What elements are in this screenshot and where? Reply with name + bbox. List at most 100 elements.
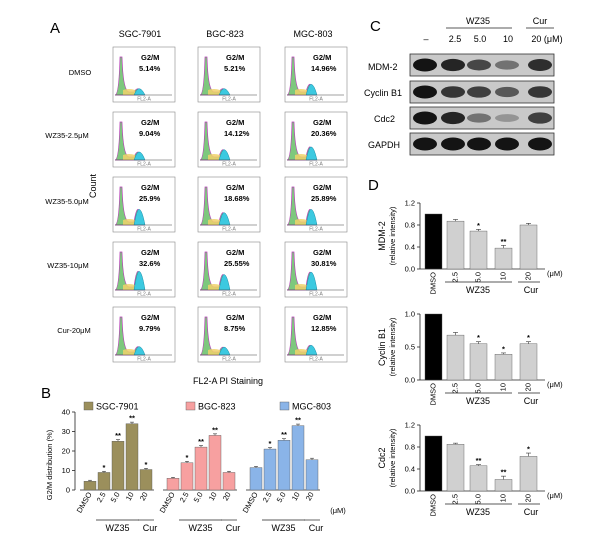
wz35-label: WZ35 [466, 285, 490, 295]
y-tick-label: 0.4 [405, 243, 415, 252]
western-blot [409, 53, 555, 156]
g2m-percent: 5.14% [139, 64, 161, 73]
significance-mark: ** [476, 456, 482, 465]
wz35-label: WZ35 [105, 523, 129, 533]
y-axis-sublabel: (relative intensity) [388, 428, 397, 487]
y-tick-label: 0.0 [405, 487, 415, 496]
blot-band [413, 137, 437, 151]
x-tick-label: 10 [124, 491, 136, 503]
x-tick-label: 2.5 [261, 491, 274, 505]
histogram-axis-tick: FL2-A [137, 97, 151, 103]
blot-band [495, 60, 519, 70]
g2m-peak [133, 271, 146, 291]
g2m-peak [305, 271, 318, 291]
wz35-label: WZ35 [466, 507, 490, 517]
blot-strip [409, 53, 555, 77]
x-tick-label: DMSO [75, 490, 94, 514]
flow-histogram: FL2-A G2/M 14.12% [197, 111, 261, 168]
y-tick-label: 30 [62, 427, 70, 436]
histogram-axis-tick: FL2-A [137, 292, 151, 298]
y-tick-label: 40 [62, 408, 70, 417]
unit-label: (μM) [547, 380, 563, 389]
bar [166, 478, 180, 491]
x-tick-label: 10 [499, 494, 508, 502]
blot-band [441, 58, 465, 72]
x-tick-label: 2.5 [95, 491, 108, 505]
blot-band [528, 86, 552, 98]
blot-band [441, 86, 465, 98]
y-axis-label: MDM-2 [377, 221, 387, 251]
x-tick-label: 5.0 [109, 491, 122, 505]
unit-label: (μM) [330, 506, 346, 515]
x-tick-label: 5.0 [192, 491, 205, 505]
bar [424, 435, 443, 492]
s-phase-band [208, 89, 220, 95]
g2m-gate-label: G2/M [141, 118, 159, 127]
bar [180, 462, 194, 491]
unit-label: (μM) [547, 491, 563, 500]
flow-histogram: FL2-A G2/M 5.14% [112, 46, 176, 103]
g2m-peak [305, 84, 318, 96]
bar [469, 343, 488, 381]
flow-histogram: FL2-A G2/M 30.81% [284, 241, 348, 298]
g2m-gate-label: G2/M [141, 313, 159, 322]
cyclinb1-bar-chart: 0.0 0.5 1.0 Cyclin B1 (relative intensity) DM… [377, 310, 563, 407]
significance-mark: ** [501, 468, 507, 477]
protein-label: GAPDH [368, 140, 400, 150]
blot-band [413, 85, 437, 99]
significance-mark: * [477, 221, 480, 230]
y-tick-label: 0.8 [405, 443, 415, 452]
histogram-axis-tick: FL2-A [309, 162, 323, 168]
flow-histogram: FL2-A G2/M 8.75% [197, 306, 261, 363]
s-phase-band [295, 349, 307, 355]
y-tick-label: 0 [66, 486, 70, 495]
y-axis-label: Cyclin B1 [377, 328, 387, 366]
x-tick-label: DMSO [429, 494, 438, 517]
y-tick-label: 0.4 [405, 465, 415, 474]
bar [494, 479, 513, 492]
histogram-axis-tick: FL2-A [222, 357, 236, 363]
flow-histogram: FL2-A G2/M 32.6% [112, 241, 176, 298]
g2m-axis-label: G2/M distribution (%) [45, 429, 54, 500]
significance-mark: ** [115, 431, 121, 440]
significance-mark: * [186, 453, 189, 462]
g2m-gate-label: G2/M [226, 53, 244, 62]
flow-histogram: FL2-A G2/M 5.21% [197, 46, 261, 103]
flow-histogram: FL2-A G2/M 20.36% [284, 111, 348, 168]
blot-strip [409, 80, 555, 104]
s-phase-band [208, 219, 220, 225]
x-tick-label: 10 [207, 491, 219, 503]
bar [305, 459, 319, 491]
lane-label: 20 (μM) [531, 34, 562, 44]
histogram-axis-tick: FL2-A [137, 162, 151, 168]
significance-mark: * [502, 344, 505, 353]
g2m-gate-label: G2/M [141, 183, 159, 192]
g2m-peak [305, 209, 318, 226]
cdc2-bar-chart: 0.0 0.4 0.8 1.2 Cdc2 (relative intensity) DMSO… [377, 421, 563, 518]
histogram-axis-tick: FL2-A [137, 357, 151, 363]
x-tick-label: 20 [221, 491, 233, 503]
y-tick-label: 0.5 [405, 343, 415, 352]
cell-line-label: BGC-823 [206, 29, 244, 39]
x-tick-label: 5.0 [474, 272, 483, 282]
panel-letter-b: B [41, 385, 51, 402]
g2m-percent: 14.12% [224, 129, 250, 138]
histogram-axis-tick: FL2-A [309, 292, 323, 298]
x-tick-label: 20 [524, 272, 533, 280]
g2m-peak [218, 346, 231, 356]
wz35-label: WZ35 [188, 523, 212, 533]
lane-label: 10 [503, 34, 513, 44]
histogram-axis-tick: FL2-A [222, 162, 236, 168]
blot-band [495, 114, 519, 122]
g2m-gate-label: G2/M [313, 53, 331, 62]
cur-label: Cur [524, 285, 539, 295]
blot-band [495, 137, 519, 151]
blot-band [413, 111, 437, 125]
histogram-axis-tick: FL2-A [309, 357, 323, 363]
histogram-axis-tick: FL2-A [222, 292, 236, 298]
s-phase-band [295, 284, 307, 290]
bar [446, 220, 465, 270]
cur-label: Cur [226, 523, 241, 533]
g2m-percent: 25.9% [139, 194, 161, 203]
significance-mark: ** [129, 414, 135, 423]
